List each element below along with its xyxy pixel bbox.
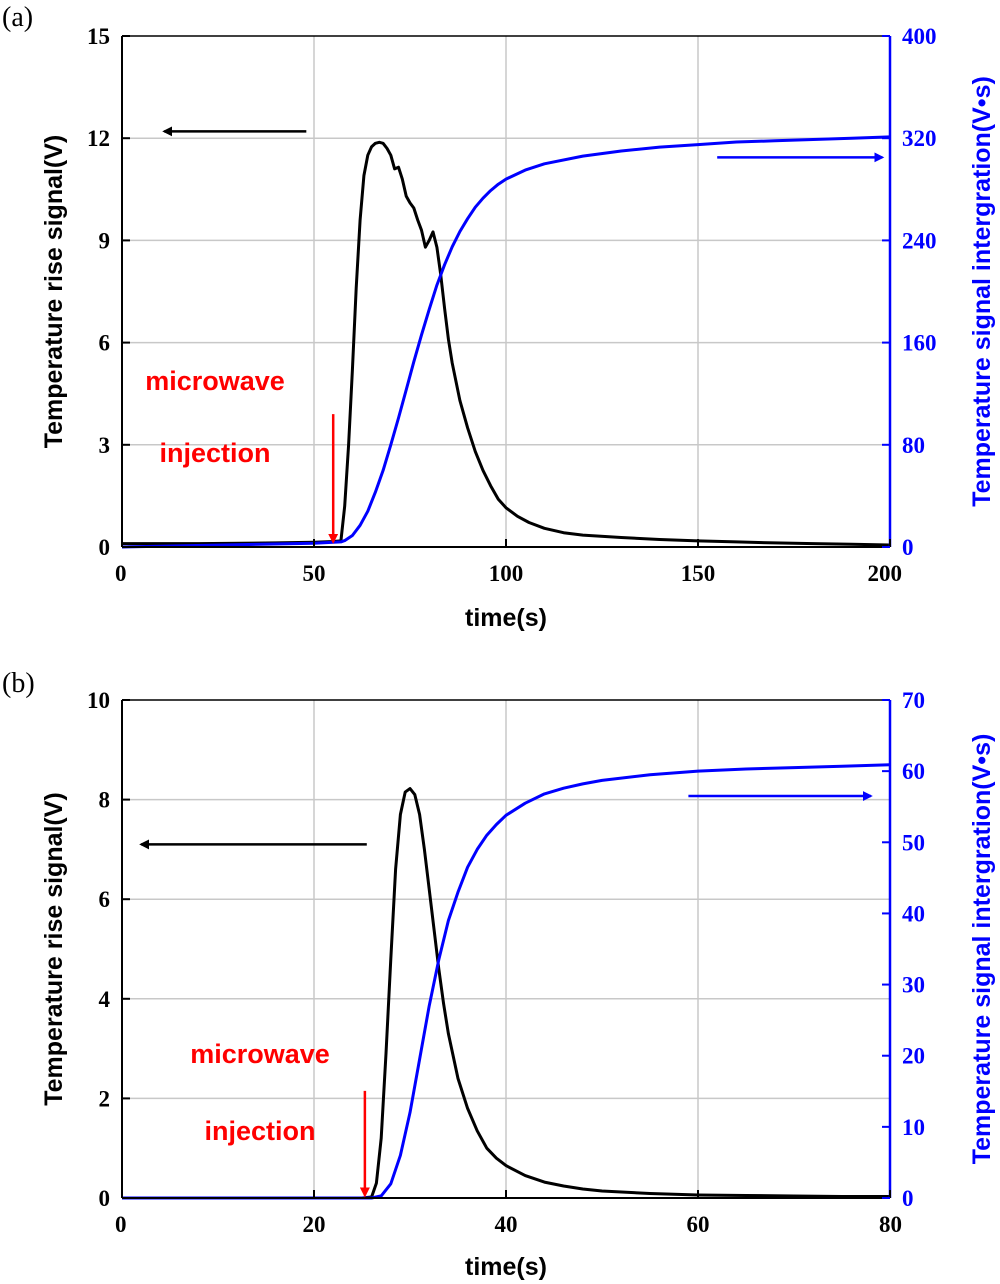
x-axis-label: time(s) [465,1253,547,1281]
annotation-injection: injection [159,438,270,468]
y-right-tick-label: 80 [902,433,925,458]
series-line-temperature-rise [122,140,891,547]
y-right-tick-label: 50 [902,830,925,855]
x-tick-label: 20 [303,1212,326,1237]
y-left-tick-label: 4 [99,987,111,1012]
y-left-tick-label: 0 [99,1186,111,1211]
chart-panel-b: 0 20 40 60 800246810010203040506070time(s)Te… [2,668,996,1281]
chart-panel-a: 0 50 100 150 20003691215080160240320400time(… [2,2,996,632]
x-tick-label: 100 [489,561,524,586]
y-right-tick-label: 400 [902,24,937,49]
y-axis-label-right: Temperature signal intergration(V•s) [968,734,996,1165]
y-right-tick-label: 160 [902,331,937,356]
y-right-tick-label: 30 [902,973,925,998]
y-left-tick-label: 8 [99,788,111,813]
y-right-tick-label: 20 [902,1044,925,1069]
y-right-tick-label: 320 [902,126,937,151]
y-right-tick-label: 0 [902,1186,914,1211]
series-line-integration [122,763,891,1200]
y-right-tick-label: 60 [902,759,925,784]
y-left-tick-label: 3 [99,433,111,458]
series-line-temperature-rise [122,787,890,1200]
x-tick-label: 0 [115,1212,127,1237]
panel-label: (a) [2,2,33,33]
y-left-tick-label: 9 [99,228,111,253]
x-tick-label: 50 [303,561,326,586]
y-right-tick-label: 40 [902,901,925,926]
panel-label: (b) [2,668,35,699]
x-axis-label: time(s) [465,604,547,632]
x-tick-label: 150 [681,561,716,586]
y-left-tick-label: 6 [99,331,111,356]
y-axis-label-left: Temperature rise signal(V) [40,135,68,449]
annotation-microwave: microwave [145,366,285,396]
x-tick-label: 60 [687,1212,710,1237]
y-right-tick-label: 240 [902,228,937,253]
y-left-tick-label: 0 [99,535,111,560]
y-left-tick-label: 2 [99,1086,111,1111]
x-tick-label: 40 [495,1212,518,1237]
annotation-injection: injection [204,1116,315,1146]
x-tick-label: 80 [879,1212,902,1237]
y-right-tick-label: 0 [902,535,914,560]
y-axis-label-left: Temperature rise signal(V) [40,792,68,1106]
x-tick-label: 200 [868,561,903,586]
y-right-tick-label: 70 [902,688,925,713]
y-left-tick-label: 12 [87,126,110,151]
y-left-tick-label: 10 [87,688,110,713]
y-left-tick-label: 15 [87,24,110,49]
y-left-tick-label: 6 [99,887,111,912]
series-line-integration [121,135,891,549]
annotation-microwave: microwave [190,1039,330,1069]
x-tick-label: 0 [115,561,127,586]
y-axis-label-right: Temperature signal intergration(V•s) [968,76,996,507]
y-right-tick-label: 10 [902,1115,925,1140]
